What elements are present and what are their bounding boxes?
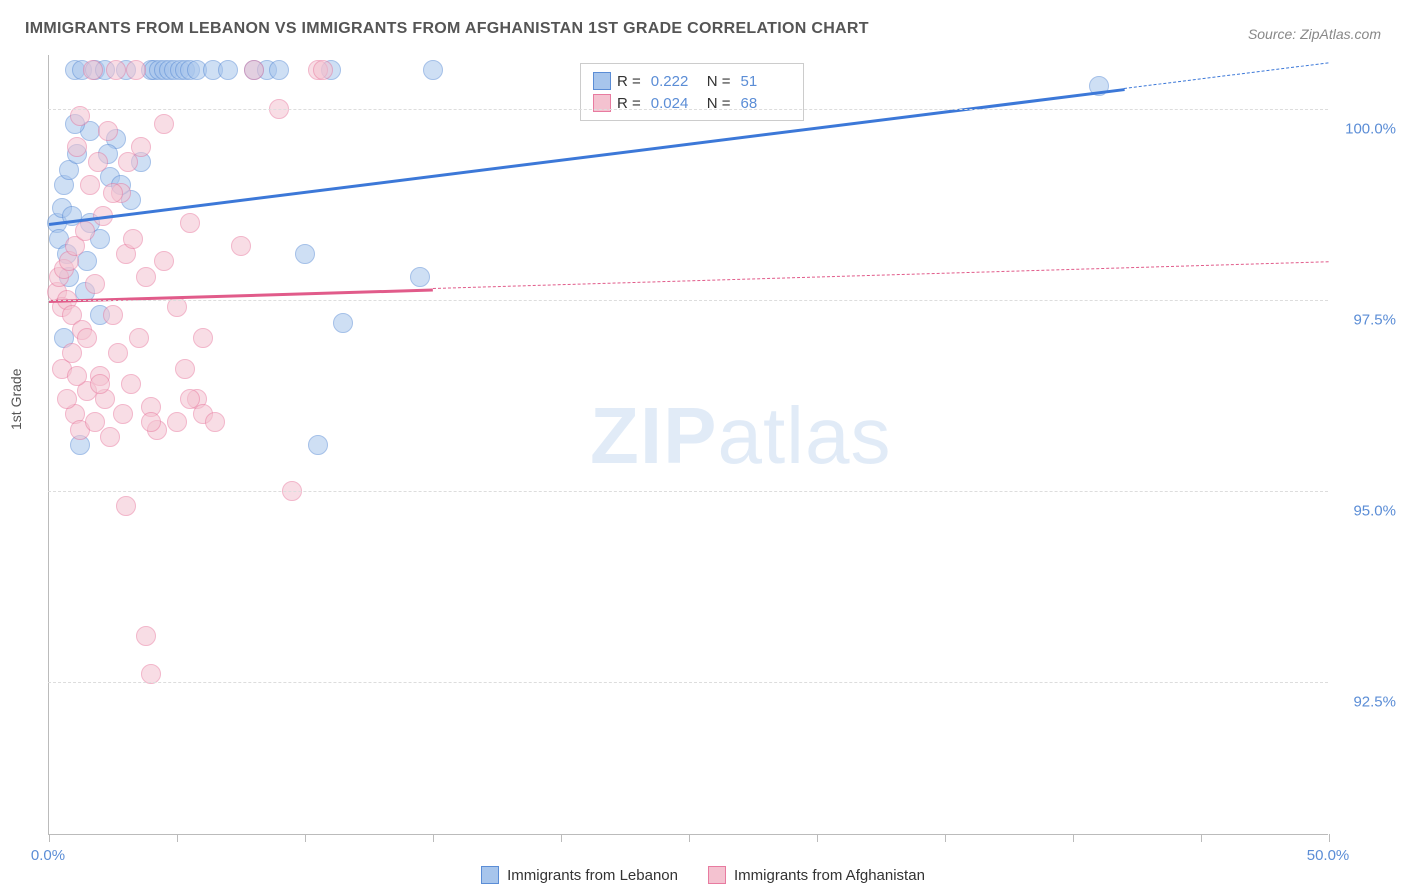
x-tick bbox=[1201, 834, 1202, 842]
scatter-point bbox=[116, 496, 136, 516]
x-tick bbox=[689, 834, 690, 842]
scatter-point bbox=[106, 60, 126, 80]
gridline bbox=[48, 491, 1328, 492]
chart-title: IMMIGRANTS FROM LEBANON VS IMMIGRANTS FR… bbox=[25, 20, 869, 38]
scatter-point bbox=[141, 412, 161, 432]
y-tick-label: 100.0% bbox=[1345, 120, 1396, 137]
scatter-point bbox=[333, 313, 353, 333]
scatter-point bbox=[423, 60, 443, 80]
scatter-point bbox=[83, 60, 103, 80]
scatter-point bbox=[98, 121, 118, 141]
legend-n-value: 51 bbox=[741, 73, 791, 90]
scatter-point bbox=[218, 60, 238, 80]
x-tick bbox=[177, 834, 178, 842]
scatter-point bbox=[313, 60, 333, 80]
scatter-point bbox=[113, 404, 133, 424]
scatter-point bbox=[62, 343, 82, 363]
y-tick-label: 95.0% bbox=[1353, 502, 1396, 519]
scatter-point bbox=[180, 213, 200, 233]
scatter-point bbox=[80, 175, 100, 195]
scatter-point bbox=[193, 328, 213, 348]
scatter-point bbox=[131, 137, 151, 157]
scatter-point bbox=[103, 183, 123, 203]
scatter-point bbox=[108, 343, 128, 363]
plot-area bbox=[48, 55, 1328, 835]
scatter-point bbox=[136, 267, 156, 287]
scatter-point bbox=[85, 274, 105, 294]
scatter-point bbox=[123, 229, 143, 249]
scatter-point bbox=[126, 60, 146, 80]
scatter-point bbox=[77, 251, 97, 271]
series-legend-item: Immigrants from Afghanistan bbox=[708, 866, 925, 884]
scatter-point bbox=[154, 251, 174, 271]
scatter-point bbox=[103, 305, 123, 325]
scatter-point bbox=[57, 389, 77, 409]
x-tick bbox=[945, 834, 946, 842]
y-tick-label: 92.5% bbox=[1353, 694, 1396, 711]
x-tick bbox=[49, 834, 50, 842]
y-axis-label: 1st Grade bbox=[8, 369, 24, 430]
series-legend-label: Immigrants from Afghanistan bbox=[734, 867, 925, 884]
scatter-point bbox=[205, 412, 225, 432]
gridline bbox=[48, 682, 1328, 683]
scatter-point bbox=[121, 374, 141, 394]
series-legend-item: Immigrants from Lebanon bbox=[481, 866, 678, 884]
scatter-point bbox=[244, 60, 264, 80]
x-tick bbox=[305, 834, 306, 842]
scatter-point bbox=[90, 374, 110, 394]
x-tick bbox=[561, 834, 562, 842]
x-tick-label: 0.0% bbox=[31, 847, 65, 864]
x-tick bbox=[817, 834, 818, 842]
trend-line-extrapolated bbox=[1124, 63, 1329, 90]
legend-swatch bbox=[708, 866, 726, 884]
gridline bbox=[48, 300, 1328, 301]
scatter-point bbox=[410, 267, 430, 287]
trend-line-extrapolated bbox=[433, 261, 1329, 289]
x-tick bbox=[433, 834, 434, 842]
series-legend: Immigrants from Lebanon Immigrants from A… bbox=[0, 866, 1406, 884]
scatter-point bbox=[269, 60, 289, 80]
legend-stat-label: N = bbox=[707, 73, 731, 90]
stats-legend: R = 0.222 N = 51 R =0.024N =68 bbox=[580, 63, 804, 121]
scatter-point bbox=[88, 152, 108, 172]
series-legend-label: Immigrants from Lebanon bbox=[507, 867, 678, 884]
scatter-point bbox=[77, 328, 97, 348]
scatter-point bbox=[231, 236, 251, 256]
legend-stat-label: R = bbox=[617, 73, 641, 90]
scatter-point bbox=[100, 427, 120, 447]
legend-swatch bbox=[593, 72, 611, 90]
scatter-point bbox=[67, 366, 87, 386]
scatter-point bbox=[67, 137, 87, 157]
scatter-point bbox=[167, 412, 187, 432]
scatter-point bbox=[308, 435, 328, 455]
stats-legend-row: R = 0.222 N = 51 bbox=[593, 70, 791, 92]
scatter-point bbox=[75, 221, 95, 241]
scatter-point bbox=[175, 359, 195, 379]
scatter-point bbox=[129, 328, 149, 348]
x-tick bbox=[1329, 834, 1330, 842]
stats-legend-row: R =0.024N =68 bbox=[593, 92, 791, 114]
x-tick-label: 50.0% bbox=[1307, 847, 1350, 864]
scatter-point bbox=[154, 114, 174, 134]
scatter-point bbox=[136, 626, 156, 646]
gridline bbox=[48, 109, 1328, 110]
legend-r-value: 0.222 bbox=[651, 73, 701, 90]
scatter-point bbox=[295, 244, 315, 264]
y-tick-label: 97.5% bbox=[1353, 311, 1396, 328]
source-attribution: Source: ZipAtlas.com bbox=[1248, 26, 1381, 42]
legend-swatch bbox=[481, 866, 499, 884]
scatter-point bbox=[85, 412, 105, 432]
x-tick bbox=[1073, 834, 1074, 842]
